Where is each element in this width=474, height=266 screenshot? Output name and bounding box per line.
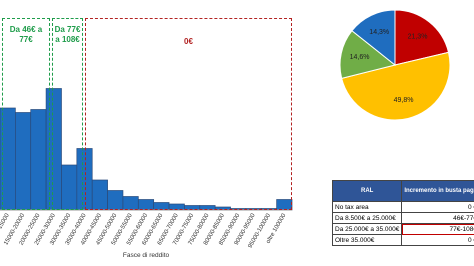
cell: 46€-77€ [401, 212, 474, 224]
data-label: 14,3% [369, 29, 389, 36]
annotation: Da 77€ a 108€ [52, 18, 83, 210]
cell: Da 25.000€ a 35.000€ [331, 223, 403, 235]
header-cell: RAL [331, 180, 403, 202]
cell: 77€-108€ [401, 223, 474, 235]
annotation: 0€ [85, 18, 292, 210]
pie-slice [351, 9, 396, 67]
data-label: 14,6% [350, 54, 370, 61]
header-cell: Incremento in busta paga [401, 180, 474, 202]
cell: 0 € [401, 201, 474, 213]
table: RAL Incremento in busta paga No tax area 0… [331, 180, 474, 246]
cell: Oltre 35.000€ [331, 234, 403, 246]
cell: No tax area [331, 201, 403, 213]
pie-slice [339, 30, 397, 79]
pie-slice [394, 9, 450, 66]
data-label: 21,3% [408, 33, 428, 40]
data-label: 49,8% [394, 97, 414, 104]
x-axis-title: Fasce di reddito [123, 252, 170, 259]
pie-slice [341, 51, 451, 121]
cell: 0 € [401, 234, 474, 246]
annotation: Da 46€ a 77€ [2, 18, 50, 210]
cell: Da 8.500€ a 25.000€ [331, 212, 403, 224]
